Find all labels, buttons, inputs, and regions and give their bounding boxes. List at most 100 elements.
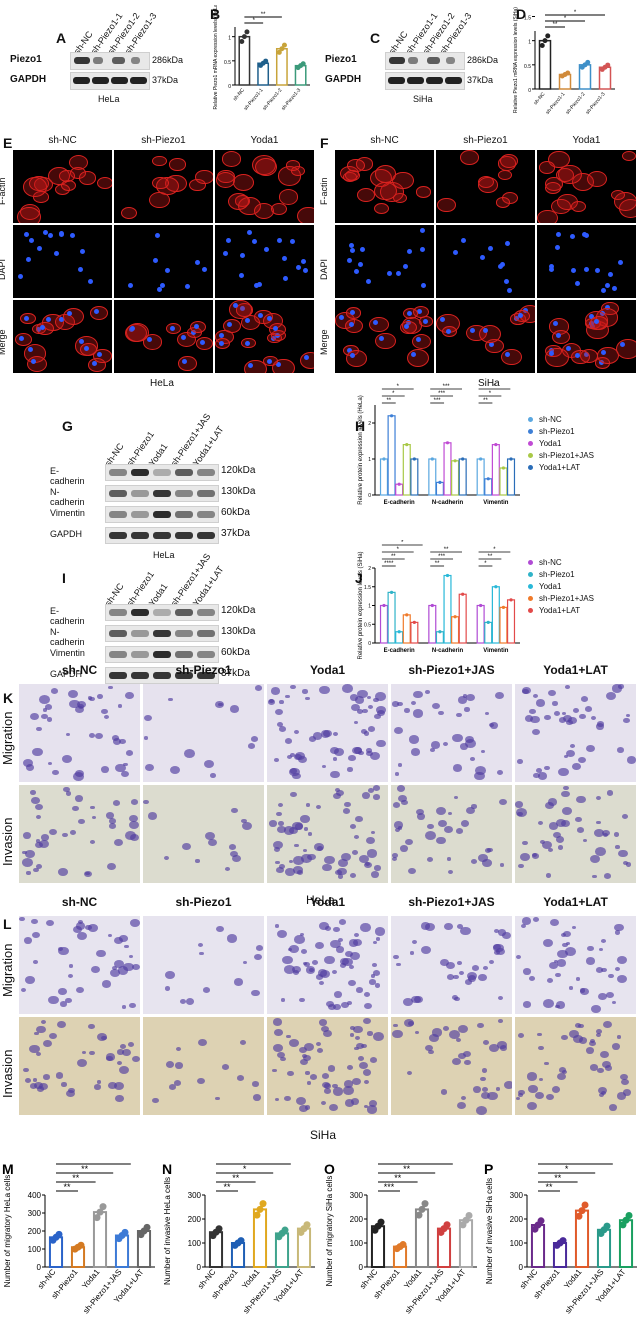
cell xyxy=(124,831,136,840)
nucleus xyxy=(296,264,302,270)
nucleus xyxy=(584,232,590,238)
cell xyxy=(560,932,566,938)
legend-label: sh-Piezo1 xyxy=(539,427,575,436)
cell xyxy=(184,748,196,758)
cell xyxy=(284,694,290,699)
data-point xyxy=(501,605,506,609)
cell xyxy=(294,843,299,848)
cell xyxy=(199,951,204,956)
cell xyxy=(373,697,380,703)
significance-label: * xyxy=(484,561,487,567)
nucleus xyxy=(349,321,355,327)
cell xyxy=(493,943,502,951)
micrograph xyxy=(391,1017,512,1115)
cell xyxy=(274,1097,280,1102)
data-point xyxy=(382,603,386,608)
y-tick-label: 200 xyxy=(188,1215,202,1224)
cell xyxy=(145,763,155,771)
cell xyxy=(407,867,416,875)
cell xyxy=(31,918,39,925)
band xyxy=(175,672,193,679)
nucleus xyxy=(618,260,624,266)
nucleus xyxy=(415,336,421,342)
band xyxy=(109,469,127,476)
cell xyxy=(537,209,558,223)
cell xyxy=(121,1005,127,1009)
cell xyxy=(323,730,333,738)
cell xyxy=(121,1048,132,1057)
cell xyxy=(283,826,294,835)
blot-strip xyxy=(385,52,465,70)
cell xyxy=(77,931,88,940)
cell xyxy=(360,1043,367,1049)
band xyxy=(109,490,127,497)
cell xyxy=(130,919,140,928)
data-point xyxy=(55,1230,63,1238)
cell xyxy=(108,1081,117,1089)
nucleus xyxy=(254,282,260,288)
cell xyxy=(118,738,126,745)
nucleus xyxy=(349,310,355,316)
cell xyxy=(602,829,610,836)
band xyxy=(109,511,127,518)
nucleus xyxy=(195,260,200,266)
cell xyxy=(322,1073,330,1079)
cell xyxy=(239,1039,246,1045)
cell xyxy=(546,1093,555,1100)
cell xyxy=(520,853,531,862)
cell xyxy=(564,947,576,957)
cell xyxy=(601,1060,612,1068)
data-point xyxy=(461,592,465,596)
cell xyxy=(89,306,108,321)
data-point xyxy=(565,70,571,76)
cell xyxy=(376,739,386,748)
cell xyxy=(616,974,628,984)
cell xyxy=(447,812,452,816)
nucleus xyxy=(503,278,509,284)
data-point xyxy=(509,457,513,461)
legend-dot xyxy=(528,596,533,602)
cell xyxy=(396,962,401,967)
nucleus xyxy=(379,335,385,341)
cell xyxy=(276,930,287,939)
legend-label: Yoda1 xyxy=(539,582,562,591)
cell xyxy=(461,1096,467,1101)
column-header: sh-Piezo1 xyxy=(175,663,232,677)
nucleus xyxy=(552,321,558,327)
cell xyxy=(601,967,607,973)
y-tick-label: 300 xyxy=(28,1209,42,1218)
column-header: Yoda1 xyxy=(309,663,346,677)
cell xyxy=(363,1069,372,1076)
cell xyxy=(117,704,123,708)
bar xyxy=(451,460,460,496)
bar xyxy=(238,35,251,86)
nucleus xyxy=(595,267,601,273)
cell xyxy=(548,689,556,696)
cell xyxy=(247,743,256,750)
bar xyxy=(499,606,508,644)
cell xyxy=(292,966,302,974)
cell xyxy=(100,766,110,774)
cell xyxy=(299,932,304,937)
cell xyxy=(324,955,335,965)
cell xyxy=(361,792,370,799)
nucleus xyxy=(258,312,264,318)
bar xyxy=(499,467,508,496)
nucleus xyxy=(303,354,309,360)
significance-label: ** xyxy=(391,554,396,560)
significance-label: * xyxy=(574,10,577,16)
nucleus xyxy=(303,268,309,274)
cell xyxy=(587,171,608,188)
cell xyxy=(368,979,376,985)
band xyxy=(407,77,424,84)
cell xyxy=(202,987,210,994)
cell xyxy=(215,1096,220,1100)
micrograph xyxy=(19,1017,140,1115)
cell xyxy=(22,857,34,867)
cell xyxy=(75,987,84,994)
cell xyxy=(275,924,280,928)
cell xyxy=(348,980,356,987)
nucleus xyxy=(365,278,371,284)
cell xyxy=(222,318,241,333)
